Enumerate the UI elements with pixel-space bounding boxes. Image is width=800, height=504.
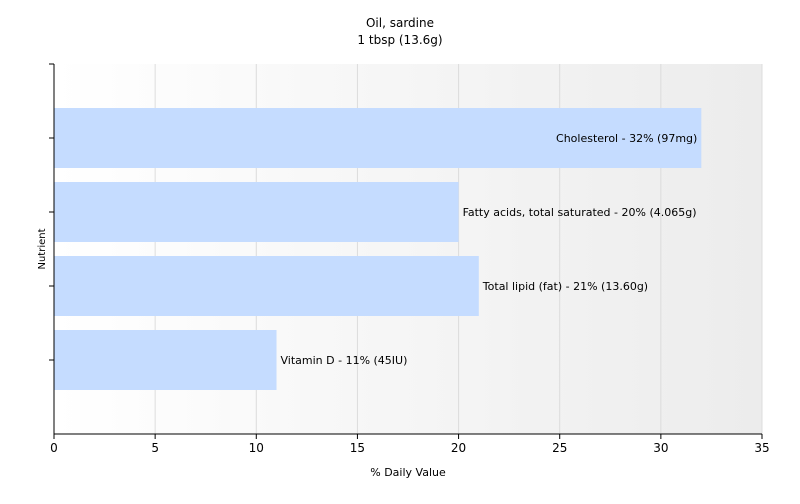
x-tick-label: 5 (151, 441, 159, 455)
bar (54, 330, 277, 390)
x-tick-label: 20 (451, 441, 466, 455)
chart-title: Oil, sardine (366, 16, 434, 30)
bar (54, 182, 459, 242)
x-tick-label: 35 (754, 441, 769, 455)
x-tick-label: 25 (552, 441, 567, 455)
data-label: Vitamin D - 11% (45IU) (281, 354, 408, 367)
x-tick-label: 10 (249, 441, 264, 455)
plot-area: Cholesterol - 32% (97mg) Fatty acids, tot… (49, 63, 770, 455)
x-axis-label: % Daily Value (370, 466, 446, 479)
data-label: Cholesterol - 32% (97mg) (556, 132, 697, 145)
chart-subtitle: 1 tbsp (13.6g) (357, 33, 442, 47)
data-label: Total lipid (fat) - 21% (13.60g) (482, 280, 648, 293)
x-tick-label: 0 (50, 441, 58, 455)
bar (54, 108, 702, 168)
x-tick-label: 30 (653, 441, 668, 455)
y-axis-label: Nutrient (37, 228, 48, 269)
bar (54, 256, 479, 316)
data-label: Fatty acids, total saturated - 20% (4.06… (463, 206, 697, 219)
x-tick-label: 15 (350, 441, 365, 455)
